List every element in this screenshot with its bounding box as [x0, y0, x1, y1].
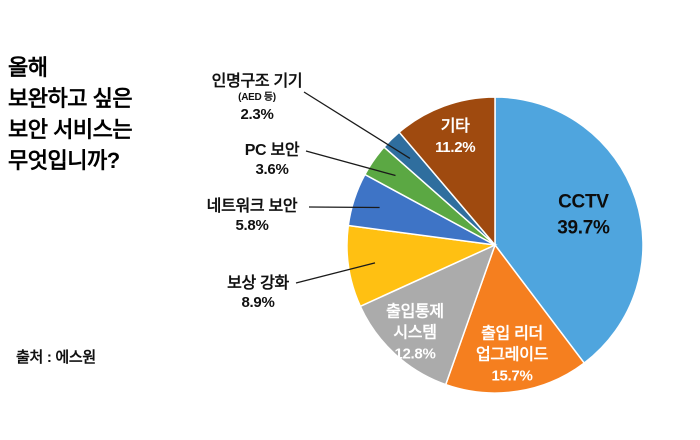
callout-label-4: 보상 강화 8.9%: [227, 273, 289, 311]
slice-label-2: 출입 리더 업그레이드 15.7%: [476, 325, 549, 385]
pie-slice-4: [346, 224, 498, 308]
chart-title: 올해 보완하고 싶은 보안 서비스는 무엇입니까?: [8, 52, 133, 176]
pie-slice-1: [494, 96, 644, 365]
pie-slice-2: [444, 243, 586, 394]
pie-slice-3: [359, 243, 497, 386]
title-line-4: 무엇입니까?: [8, 148, 120, 173]
leader-line-5: [308, 206, 380, 209]
callout-label-5: 네트워크 보안 5.8%: [207, 197, 298, 234]
title-line-3: 보안 서비스는: [8, 117, 133, 142]
pie-slice-8: [398, 96, 496, 248]
slice-label-1: CCTV 39.7%: [557, 191, 610, 238]
slice-label-3: 출입통제 시스템 12.8%: [386, 302, 444, 362]
slice-label-8: 기타 11.2%: [435, 117, 475, 156]
source-label: 출처 : 에스원: [16, 349, 96, 366]
title-line-2: 보완하고 싶은: [8, 86, 133, 111]
title-line-1: 올해: [8, 55, 48, 80]
callout-label-6: PC 보안 3.6%: [245, 141, 300, 178]
leader-line-7: [303, 91, 411, 159]
leader-line-6: [305, 150, 396, 177]
callout-label-7: 인명구조 기기 (AED 등) 2.3%: [212, 72, 303, 123]
leader-line-4: [295, 262, 376, 284]
